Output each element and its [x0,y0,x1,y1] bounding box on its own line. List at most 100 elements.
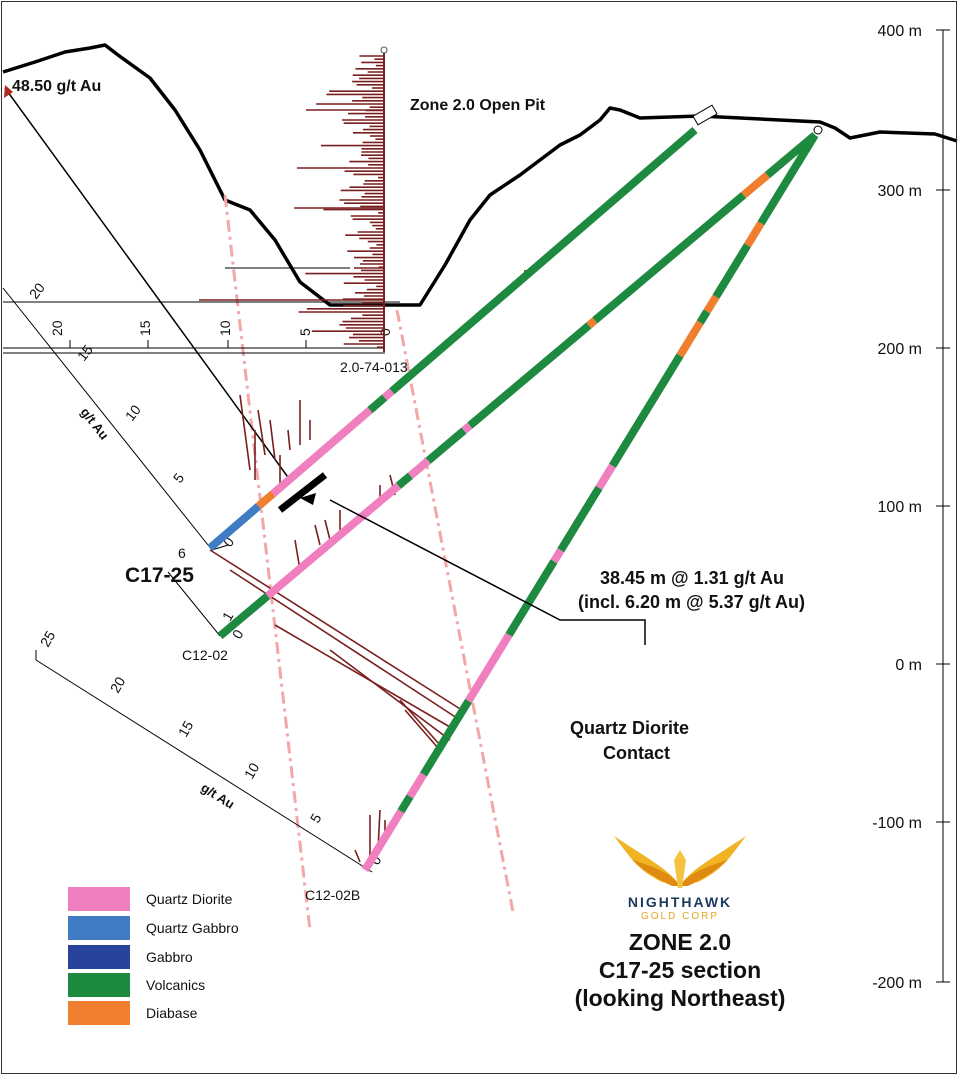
assay-bar [324,519,331,541]
drillhole-segment [389,126,698,395]
legend-label: Volcanics [146,977,206,993]
drillhole-segment [420,698,472,777]
hawk-wings-icon [614,836,746,888]
open-pit-label: Zone 2.0 Open Pit [410,97,546,114]
c1202b-tick-5: 5 [307,811,325,826]
c1202b-scale-unit: g/t Au [198,780,237,812]
legend-item-quartz-gabbro: Quartz Gabbro [68,916,268,940]
top-scale-tick-5: 5 [297,328,313,336]
contact-line-east [395,309,515,913]
drillhole-segment [712,243,751,299]
elevation-label: 400 m [878,23,922,40]
contact-label-1: Quartz Diorite [570,718,689,738]
drillhole-segment [397,794,414,814]
drillhole-segment [461,422,473,434]
drillhole-segment [592,192,747,324]
intercept-label-1: 38.45 m @ 1.31 g/t Au [600,568,784,588]
drillhole-segment [265,482,402,599]
c1725-tick-10: 10 [122,402,144,424]
hole-label-pit: 2.0-74-013 [340,359,408,375]
drillhole-segment [741,172,770,199]
drillhole-segment [676,320,704,358]
c1725-assay-histogram [239,394,311,485]
topography-line [2,43,958,307]
elevation-label: 0 m [895,657,922,674]
contact-line-west [223,194,312,931]
legend-item-quartz-diorite: Quartz Diorite [68,887,268,911]
legend-item-diabase: Diabase [68,1001,268,1025]
c1202-tick-6: 6 [178,545,186,561]
drillhole-segment [255,490,276,510]
c1725-tick-20: 20 [26,280,48,302]
drillhole-segment [406,772,427,799]
intercept-arrowhead [300,493,316,505]
assay-bar [287,429,291,451]
nighthawk-logo: NIGHTHAWK GOLD CORP [610,830,750,925]
c1202b-tick-15: 15 [175,718,197,740]
drillhole-segment [505,559,558,637]
c1202b-tick-10: 10 [241,760,263,782]
elevation-label: -200 m [872,975,922,992]
elevation-label: 200 m [878,341,922,358]
c1725-tick-5: 5 [170,470,188,486]
elevation-label: 300 m [878,183,922,200]
assay-bar [329,649,451,741]
legend-swatch [68,945,130,969]
assay-bar [404,709,439,749]
legend-swatch [68,916,130,940]
drillhole-segment [361,809,405,873]
intercept-highlight-bar [277,472,328,513]
legend-swatch [68,1001,130,1025]
c1202b-tick-25: 25 [37,628,59,650]
legend-label: Diabase [146,1005,198,1021]
collar-c1202 [813,125,823,135]
top-scale-tick-20: 20 [49,320,65,336]
assay-bar [229,569,461,721]
drillhole-segment [696,309,711,325]
elevation-label: -100 m [872,815,922,832]
c1202b-assay-scale: 25 20 15 10 5 0 g/t Au [35,628,385,873]
logo-subtitle: GOLD CORP [640,911,719,922]
title-line-3: (looking Northeast) [574,985,786,1011]
drillhole-segment [703,294,720,314]
assay-bar [209,549,466,713]
title-line-1: ZONE 2.0 [628,929,732,955]
c1202-assay-histogram [294,270,526,571]
c1202b-tick-20: 20 [107,674,129,696]
drillhole-segment [586,317,598,329]
top-scale-tick-10: 10 [217,320,233,336]
max-assay-arrowhead [4,85,13,98]
drillhole-segment [270,407,373,497]
drillhole-segment [367,394,388,414]
drillhole-c1202 [217,131,818,640]
assay-bar [257,409,266,456]
elevation-axis: 400 m 300 m 200 m 100 m 0 m -100 m -200 m [872,23,950,992]
hole-label-c1202: C12-02 [182,647,228,663]
c1202b-assay-histogram [209,549,466,863]
drillhole-segment [465,632,513,704]
drillhole-segment [407,457,431,479]
elevation-label: 100 m [878,499,922,516]
assay-bar [269,419,276,461]
legend-label: Quartz Gabbro [146,920,239,936]
collar-c1725 [692,104,718,126]
legend-swatch [68,973,130,997]
drillhole-segment [207,503,262,552]
drillhole-c1202b [361,132,819,873]
intercept-label-2: (incl. 6.20 m @ 5.37 g/t Au) [578,592,805,612]
drillhole-segment [595,463,616,490]
pit-hole-assay-histogram [199,46,388,352]
drillhole-segment [467,322,592,429]
top-scale-tick-15: 15 [137,320,153,336]
max-assay-label: 48.50 g/t Au [12,78,101,95]
assay-bar [314,524,321,546]
drillhole-segment [217,592,271,640]
drillhole-segment [757,132,819,226]
assay-bar [399,699,441,746]
section-title: ZONE 2.0 C17-25 section (looking Northea… [540,928,820,1012]
drillhole-segment [395,472,413,489]
assay-bar [239,394,251,471]
legend-item-volcanics: Volcanics [68,973,268,997]
